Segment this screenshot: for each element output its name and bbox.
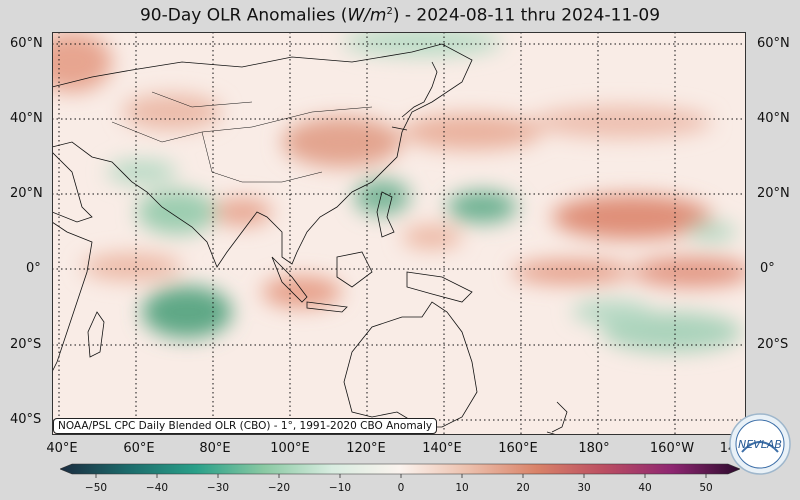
lon-label: 80°E xyxy=(199,441,231,456)
colorbar-tick-label: 40 xyxy=(638,482,652,494)
australia-coastline xyxy=(343,301,478,428)
lon-label: 180° xyxy=(578,441,610,456)
colorbar-tick-label: −10 xyxy=(328,482,352,494)
lon-label: 120°E xyxy=(346,441,386,456)
japan-outline xyxy=(391,61,438,131)
lat-label-right: 60°N xyxy=(757,36,790,51)
lon-label: 40°E xyxy=(46,441,78,456)
borneo-outline xyxy=(336,251,373,288)
map-title: 90-Day OLR Anomalies (W/m2) - 2024-08-11… xyxy=(139,5,661,26)
lat-label-right: 40°N xyxy=(757,111,790,126)
lat-label-right: 0° xyxy=(760,261,775,276)
lat-label-left: 20°N xyxy=(10,186,43,201)
lat-label-left: 60°N xyxy=(10,36,43,51)
lon-label: 160°W xyxy=(649,441,695,456)
philippines-outline xyxy=(376,191,395,238)
colorbar-tick-label: 10 xyxy=(455,482,469,494)
colorbar-tick-label: 30 xyxy=(577,482,591,494)
java-outline xyxy=(306,301,348,313)
olr-anomaly-map xyxy=(52,32,746,435)
colorbar-tick-label: −20 xyxy=(267,482,291,494)
colorbar xyxy=(60,463,740,478)
lon-label: 60°E xyxy=(123,441,155,456)
lat-label-right: 20°N xyxy=(757,186,790,201)
lat-label-left: 0° xyxy=(26,261,41,276)
anomaly-field xyxy=(52,32,746,352)
lon-label: 160°E xyxy=(498,441,538,456)
logo-text: NEVLAB xyxy=(738,438,782,451)
sumatra-outline xyxy=(271,256,308,303)
lat-label-left: 40°S xyxy=(10,412,42,427)
data-source-credit: NOAA/PSL CPC Daily Blended OLR (CBO) - 1… xyxy=(53,418,438,434)
colorbar-tick-label: −30 xyxy=(206,482,230,494)
lat-label-right: 20°S xyxy=(757,337,789,352)
lat-label-left: 20°S xyxy=(10,337,42,352)
lon-label: 100°E xyxy=(270,441,310,456)
lon-label: 140°E xyxy=(422,441,462,456)
colorbar-tick-label: 20 xyxy=(516,482,530,494)
colorbar-tick-label: −40 xyxy=(145,482,169,494)
colorbar-tick-label: −50 xyxy=(84,482,108,494)
neflab-logo: NEVLAB xyxy=(729,413,791,475)
colorbar-tick-label: 50 xyxy=(699,482,713,494)
lat-label-left: 40°N xyxy=(10,111,43,126)
asia-coastline xyxy=(52,43,473,268)
new-guinea-outline xyxy=(406,271,473,303)
internal-borders xyxy=(111,91,373,183)
arabia-coastline xyxy=(52,151,93,223)
colorbar-tick-label: 0 xyxy=(397,482,405,494)
madagascar-outline xyxy=(87,311,105,358)
colorbar-bar xyxy=(60,463,740,475)
